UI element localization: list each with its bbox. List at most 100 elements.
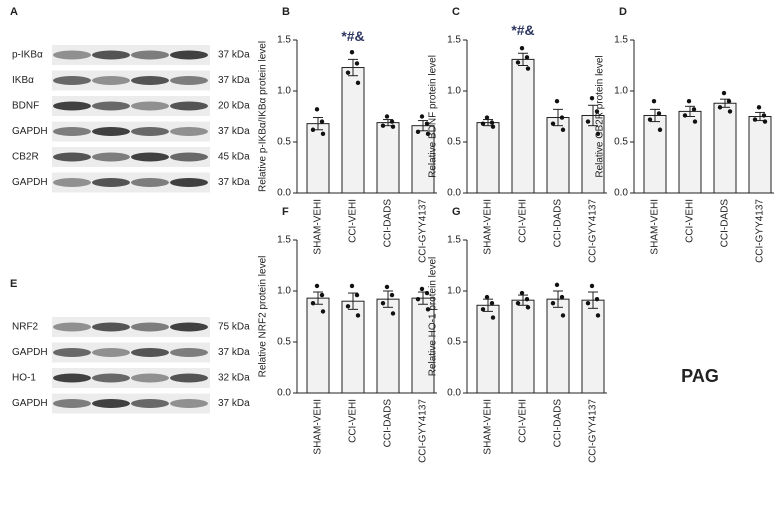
- data-point: [761, 113, 767, 118]
- data-point: [310, 127, 316, 132]
- data-point: [349, 283, 355, 289]
- data-point: [349, 50, 355, 55]
- panel-label: A: [10, 6, 18, 18]
- data-point: [354, 61, 360, 66]
- data-point: [355, 80, 361, 86]
- y-tick-label: 1.5: [447, 35, 461, 46]
- data-point: [721, 90, 727, 96]
- blot-band: [92, 348, 130, 357]
- bar: [306, 297, 330, 394]
- blot-size: 37 kDa: [218, 398, 250, 409]
- data-point: [380, 123, 386, 128]
- x-tick-label: CCI-DADS: [553, 199, 564, 248]
- panel-label: C: [452, 6, 460, 18]
- data-point: [595, 131, 601, 137]
- blot-band: [92, 399, 130, 408]
- y-tick-label: 0.5: [614, 137, 628, 148]
- blot-size: 37 kDa: [218, 126, 250, 137]
- data-point: [762, 119, 768, 124]
- blot-band: [53, 101, 91, 111]
- data-point: [594, 296, 600, 302]
- x-tick-label: CCI-VEHI: [685, 199, 696, 243]
- data-point: [490, 315, 496, 320]
- data-point: [717, 105, 723, 110]
- data-point: [424, 121, 430, 126]
- data-point: [560, 313, 566, 318]
- blot-band: [170, 76, 208, 85]
- blot-band: [92, 322, 130, 332]
- blot-label: GAPDH: [12, 398, 48, 409]
- data-point: [595, 313, 601, 318]
- x-tick-label: CCI-DADS: [383, 199, 394, 248]
- panel-label: D: [619, 6, 627, 18]
- data-point: [424, 290, 430, 296]
- blot-size: 37 kDa: [218, 347, 250, 358]
- blot-band: [131, 101, 169, 111]
- data-point: [314, 283, 320, 289]
- data-point: [515, 60, 521, 65]
- data-point: [425, 307, 431, 312]
- x-tick-label: CCI-DADS: [720, 199, 731, 248]
- blot-size: 32 kDa: [218, 373, 250, 384]
- blot-strip: [52, 96, 210, 116]
- y-tick-label: 0.5: [277, 137, 291, 148]
- x-tick-label: SHAM-VEHI: [650, 199, 661, 255]
- blot-band: [131, 178, 169, 187]
- data-point: [419, 286, 425, 292]
- x-tick-label: SHAM-VEHI: [313, 199, 324, 255]
- bar: [476, 122, 500, 194]
- blot-band: [131, 399, 169, 408]
- data-point: [390, 311, 396, 316]
- blot-band: [131, 322, 169, 332]
- data-point: [345, 70, 351, 75]
- bar: [341, 67, 365, 194]
- blot-band: [170, 178, 208, 187]
- region-label: PAG: [681, 366, 719, 386]
- x-tick-label: CCI-VEHI: [348, 399, 359, 443]
- x-tick-label: CCI-GYY4137: [588, 199, 599, 263]
- data-point: [559, 294, 565, 300]
- data-point: [524, 55, 530, 60]
- data-point: [389, 119, 395, 124]
- blot-band: [53, 76, 91, 85]
- data-point: [519, 290, 525, 296]
- data-point: [489, 120, 495, 125]
- data-point: [589, 95, 595, 101]
- y-tick-label: 1.5: [277, 35, 291, 46]
- blot-label: GAPDH: [12, 177, 48, 188]
- bar: [341, 300, 365, 394]
- blot-size: 37 kDa: [218, 75, 250, 86]
- data-point: [355, 313, 361, 318]
- bar: [581, 299, 605, 394]
- bar: [546, 298, 570, 394]
- blot-band: [131, 50, 169, 60]
- data-point: [525, 66, 531, 71]
- blot-label: CB2R: [12, 152, 39, 163]
- bar: [476, 304, 500, 394]
- bar: [511, 299, 535, 394]
- blot-label: p-IKBα: [12, 50, 43, 61]
- bar: [511, 58, 535, 194]
- data-point: [550, 121, 556, 126]
- blot-size: 20 kDa: [218, 101, 250, 112]
- x-tick-label: SHAM-VEHI: [483, 399, 494, 455]
- data-point: [390, 124, 396, 129]
- data-point: [589, 283, 595, 289]
- panel-label: F: [282, 206, 289, 218]
- data-point: [484, 115, 490, 120]
- blot-band: [170, 322, 208, 332]
- panel-label: G: [452, 206, 461, 218]
- blot-band: [131, 373, 169, 383]
- data-point: [554, 282, 560, 288]
- blot-band: [53, 373, 91, 383]
- data-point: [354, 292, 360, 298]
- blot-band: [170, 348, 208, 357]
- data-point: [525, 305, 531, 310]
- y-axis-label: Relative NRF2 protein level: [258, 256, 269, 378]
- y-tick-label: 0.0: [614, 188, 628, 199]
- y-tick-label: 0.0: [277, 388, 291, 399]
- blot-band: [92, 76, 130, 85]
- data-point: [320, 309, 326, 314]
- data-point: [524, 296, 530, 302]
- data-point: [415, 129, 421, 134]
